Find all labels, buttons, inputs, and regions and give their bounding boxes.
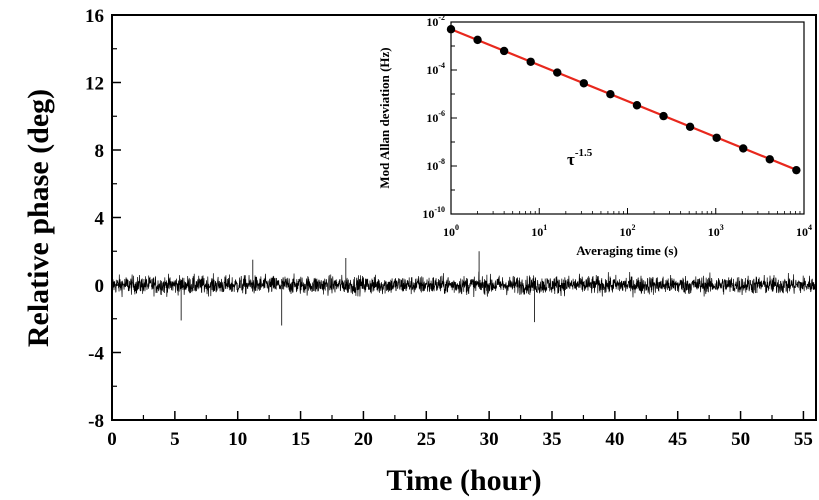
inset-annotation: τ-1.5 bbox=[567, 147, 593, 169]
inset-data-point bbox=[499, 46, 509, 56]
main-x-axis-title: Time (hour) bbox=[386, 464, 541, 497]
inset-data-point bbox=[473, 35, 482, 45]
inset-x-axis-title: Averaging time (s) bbox=[576, 243, 678, 258]
main-x-tick-label: 5 bbox=[170, 429, 180, 450]
inset-data-point bbox=[712, 133, 721, 142]
inset-x-tick-label: 100 bbox=[443, 223, 459, 239]
inset-data-point bbox=[632, 101, 642, 110]
main-x-tick-label: 15 bbox=[291, 429, 310, 450]
inset-x-tick-label: 101 bbox=[531, 223, 547, 239]
inset-data-point bbox=[553, 68, 562, 77]
inset-plot: 100 101 102 103 104 10-2 10-4 10-6 10-8 10-10 τ-… bbox=[377, 13, 812, 258]
inset-x-tick-label: 103 bbox=[708, 223, 724, 239]
inset-x-ticks: 100 101 102 103 104 bbox=[443, 208, 812, 239]
main-series-line bbox=[111, 271, 817, 298]
inset-data-points bbox=[446, 25, 801, 175]
main-y-tick-label: 0 bbox=[95, 276, 105, 297]
main-x-tick-label: 35 bbox=[543, 429, 562, 450]
main-x-tick-label: 25 bbox=[417, 429, 436, 450]
main-y-tick-label: 12 bbox=[85, 74, 104, 95]
inset-data-point bbox=[579, 79, 589, 88]
inset-data-point bbox=[659, 111, 668, 121]
main-x-tick-label: 40 bbox=[605, 429, 624, 450]
main-x-tick-label: 30 bbox=[480, 429, 499, 450]
main-y-ticks: -8 -4 0 4 8 12 16 bbox=[85, 6, 121, 432]
inset-y-tick-label: 10-6 bbox=[426, 109, 445, 125]
main-y-tick-label: -4 bbox=[88, 344, 104, 365]
inset-data-point bbox=[526, 57, 535, 66]
main-x-tick-label: 20 bbox=[354, 429, 373, 450]
main-x-tick-label: 50 bbox=[731, 429, 750, 450]
main-spikes bbox=[180, 251, 535, 326]
inset-data-point bbox=[685, 122, 695, 131]
main-plot: 0 5 10 15 20 25 30 35 40 45 50 55 -8 -4 0 4 8 12 16 Time … bbox=[22, 6, 817, 497]
inset-y-tick-label: 10-10 bbox=[422, 205, 445, 221]
inset-x-tick-label: 104 bbox=[796, 223, 812, 239]
main-y-tick-label: 4 bbox=[95, 209, 105, 230]
main-y-tick-label: -8 bbox=[88, 411, 104, 432]
main-x-tick-label: 0 bbox=[107, 429, 117, 450]
main-x-tick-label: 55 bbox=[794, 429, 813, 450]
inset-data-point bbox=[792, 165, 801, 175]
inset-y-tick-label: 10-2 bbox=[426, 13, 445, 29]
inset-x-tick-label: 102 bbox=[620, 223, 636, 239]
main-x-tick-label: 45 bbox=[668, 429, 687, 450]
main-x-ticks: 0 5 10 15 20 25 30 35 40 45 50 55 bbox=[107, 411, 813, 450]
inset-y-tick-label: 10-8 bbox=[426, 157, 445, 173]
main-y-tick-label: 16 bbox=[85, 6, 104, 27]
main-y-tick-label: 8 bbox=[95, 141, 105, 162]
inset-y-tick-label: 10-4 bbox=[426, 61, 445, 77]
main-noise-trace bbox=[111, 271, 817, 298]
inset-data-point bbox=[765, 155, 774, 164]
inset-y-ticks: 10-2 10-4 10-6 10-8 10-10 bbox=[422, 13, 457, 221]
main-y-axis-title: Relative phase (deg) bbox=[22, 89, 55, 347]
inset-y-axis-title: Mod Allan deviation (Hz) bbox=[377, 47, 392, 188]
inset-data-point bbox=[739, 144, 748, 153]
main-x-tick-label: 10 bbox=[228, 429, 247, 450]
inset-data-point bbox=[606, 90, 615, 99]
